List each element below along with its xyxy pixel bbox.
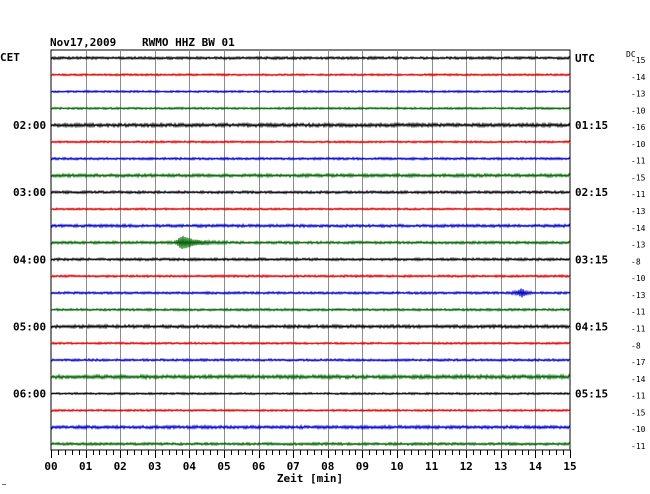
- left-zone-label: CET: [0, 51, 20, 64]
- x-tick-label: 03: [148, 460, 161, 473]
- left-time-label: 03:00: [13, 186, 46, 199]
- header-date: Nov17,2009: [50, 36, 116, 49]
- right-time-label: 02:15: [575, 186, 608, 199]
- right-time-label: UTC: [575, 52, 595, 65]
- dc-offset-label: -14: [631, 73, 646, 82]
- dc-label: DC: [626, 50, 636, 59]
- dc-offset-label: -8: [631, 341, 641, 350]
- dc-offset-label: -13: [631, 241, 646, 250]
- trace-6: [50, 156, 571, 162]
- dc-offset-label: -10: [631, 425, 646, 434]
- dc-offset-label: -13: [631, 90, 646, 99]
- x-tick-label: 13: [494, 460, 507, 473]
- dc-offset-label: -16: [631, 123, 646, 132]
- dc-offset-label: -11: [631, 442, 646, 451]
- right-time-label: 01:15: [575, 119, 608, 132]
- label-group: 02:00 03:00 04:00 05:00 06:00 UTC 01:15 02:15 03…: [13, 52, 646, 451]
- trace-19: [50, 373, 571, 381]
- left-time-label: 04:00: [13, 253, 46, 266]
- left-time-label: 05:00: [13, 320, 46, 333]
- trace-5: [50, 139, 571, 144]
- left-time-label: 02:00: [13, 119, 46, 132]
- trace-9: [50, 206, 571, 212]
- trace-8: [50, 189, 571, 195]
- x-tick-label: 14: [529, 460, 543, 473]
- trace-15: [50, 307, 571, 313]
- x-tick-label: 07: [287, 460, 300, 473]
- trace-14: [50, 288, 571, 298]
- dc-offset-label: -10: [631, 106, 646, 115]
- dc-offset-label: -11: [631, 308, 646, 317]
- corner-mark: ~: [2, 481, 6, 489]
- trace-13: [50, 273, 571, 279]
- trace-23: [50, 441, 571, 447]
- trace-21: [50, 408, 571, 413]
- trace-16: [50, 323, 571, 330]
- trace-20: [50, 391, 571, 396]
- dc-offset-label: -11: [631, 324, 646, 333]
- trace-22: [50, 424, 571, 431]
- dc-offset-label: -11: [631, 157, 646, 166]
- dc-offset-label: -8: [631, 257, 641, 266]
- x-tick-label: 05: [217, 460, 230, 473]
- plot-grid: [50, 49, 571, 451]
- right-time-label: 04:15: [575, 320, 608, 333]
- dc-offset-label: -15: [631, 56, 646, 65]
- dc-offset-label: -14: [631, 375, 646, 384]
- trace-17: [50, 341, 571, 346]
- dc-offset-label: -10: [631, 274, 646, 283]
- trace-7: [50, 172, 571, 179]
- trace-2: [50, 89, 571, 94]
- trace-18: [50, 357, 571, 363]
- x-tick-label: 15: [563, 460, 576, 473]
- trace-0: [50, 55, 571, 61]
- dc-offset-label: -15: [631, 173, 646, 182]
- x-tick-label: 04: [183, 460, 197, 473]
- trace-10: [50, 222, 571, 229]
- left-time-label: 06:00: [13, 388, 46, 401]
- plot-frame: [50, 49, 571, 451]
- x-tick-label: 10: [390, 460, 403, 473]
- x-tick-label: 00: [44, 460, 57, 473]
- header-station: RWMO HHZ BW 01: [142, 36, 235, 49]
- trace-12: [50, 256, 571, 262]
- trace-11: [50, 235, 571, 249]
- x-axis: 00 01 02 03 04 05 06 07 08 09 10 11 12 13 14 15: [44, 450, 577, 473]
- dc-offset-label: -11: [631, 392, 646, 401]
- x-tick-label: 01: [79, 460, 93, 473]
- trace-1: [50, 72, 571, 77]
- dc-offset-label: -10: [631, 140, 646, 149]
- right-time-label: 05:15: [575, 388, 608, 401]
- dc-offset-label: -17: [631, 358, 646, 367]
- right-time-label: 03:15: [575, 253, 608, 266]
- trace-3: [50, 106, 571, 111]
- x-tick-label: 02: [114, 460, 127, 473]
- x-tick-label: 08: [321, 460, 334, 473]
- trace-group: [50, 55, 571, 447]
- dc-offset-label: -13: [631, 207, 646, 216]
- dc-offset-label: -13: [631, 291, 646, 300]
- dc-offset-label: -11: [631, 190, 646, 199]
- x-tick-label: 09: [356, 460, 369, 473]
- dc-offset-label: -14: [631, 224, 646, 233]
- x-axis-label: Zeit [min]: [277, 472, 343, 485]
- x-tick-label: 12: [460, 460, 473, 473]
- x-tick-label: 11: [425, 460, 439, 473]
- trace-4: [50, 121, 571, 129]
- dc-offset-label: -15: [631, 408, 646, 417]
- x-tick-label: 06: [252, 460, 266, 473]
